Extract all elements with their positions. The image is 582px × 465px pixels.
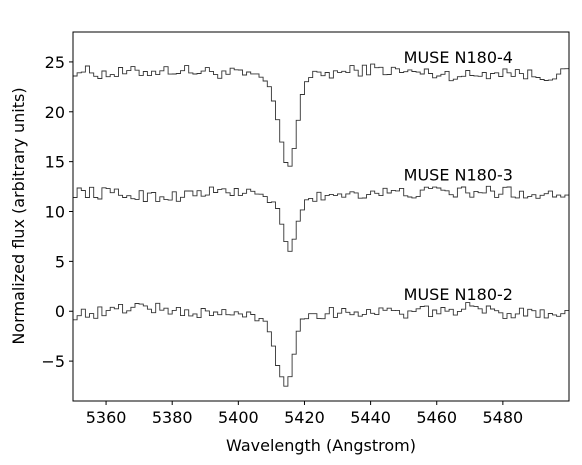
x-tick-label: 5420 [284, 408, 325, 427]
y-tick-label: 20 [45, 103, 65, 122]
series-labels: MUSE N180-4 MUSE N180-3 MUSE N180-2 [404, 48, 513, 304]
y-tick-label: 0 [55, 302, 65, 321]
axis-ticks: 5360 5380 5400 5420 5440 5460 5480 −5 0 5 10 15 20 25 [41, 53, 523, 427]
series-label-1: MUSE N180-4 [404, 48, 513, 67]
x-tick-label: 5480 [483, 408, 524, 427]
y-tick-label: 15 [45, 153, 65, 172]
spectrum-line-2 [73, 185, 569, 252]
x-tick-label: 5460 [416, 408, 457, 427]
x-axis-label: Wavelength (Angstrom) [226, 436, 416, 455]
series-label-3: MUSE N180-2 [404, 285, 513, 304]
y-tick-label: −5 [41, 352, 65, 371]
y-tick-label: 5 [55, 252, 65, 271]
x-tick-label: 5380 [152, 408, 193, 427]
spectrum-line-3 [73, 302, 569, 387]
series-label-2: MUSE N180-3 [404, 166, 513, 185]
y-tick-label: 25 [45, 53, 65, 72]
x-tick-label: 5440 [350, 408, 391, 427]
spectrum-lines [73, 63, 569, 387]
plot-frame [72, 31, 570, 402]
y-tick-label: 10 [45, 203, 65, 222]
x-tick-label: 5400 [218, 408, 259, 427]
spectrum-line-1 [73, 63, 569, 167]
y-axis-label: Normalized flux (arbitrary units) [9, 87, 28, 344]
x-tick-label: 5360 [86, 408, 127, 427]
